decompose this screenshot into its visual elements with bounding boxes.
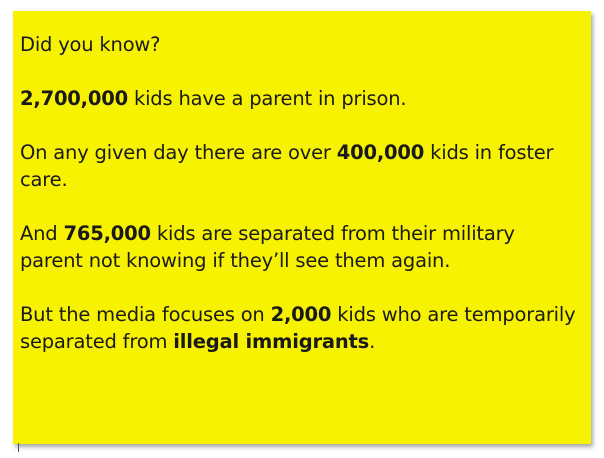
prison-text: kids have a parent in prison. xyxy=(128,87,407,110)
military-number: 765,000 xyxy=(63,222,151,245)
foster-post: kids in foster xyxy=(424,141,554,164)
heading: Did you know? xyxy=(20,33,161,56)
media-post: kids who are temporarily xyxy=(331,303,576,326)
fact-military-line1: And 765,000 kids are separated from thei… xyxy=(20,220,583,247)
fact-foster-line1: On any given day there are over 400,000 … xyxy=(20,139,583,166)
edge-tick xyxy=(18,443,19,452)
media-emphasis: illegal immigrants xyxy=(173,330,370,353)
fact-military-line2: parent not knowing if they’ll see them a… xyxy=(20,249,451,272)
media-number: 2,000 xyxy=(270,303,332,326)
fact-media-line2: separated from illegal immigrants. xyxy=(20,328,583,355)
meme-panel: Did you know? 2,700,000 kids have a pare… xyxy=(13,11,591,444)
spacer xyxy=(20,274,583,301)
military-pre: And xyxy=(20,222,64,245)
foster-pre: On any given day there are over xyxy=(20,141,337,164)
foster-number: 400,000 xyxy=(336,141,425,164)
fact-media-line1: But the media focuses on 2,000 kids who … xyxy=(20,301,583,328)
spacer xyxy=(20,193,583,220)
spacer xyxy=(20,112,583,139)
media-pre: But the media focuses on xyxy=(20,303,271,326)
fact-prison: 2,700,000 kids have a parent in prison. xyxy=(20,85,583,112)
prison-number: 2,700,000 xyxy=(20,87,128,110)
fact-foster-line2: care. xyxy=(20,168,68,191)
media-line2-post: . xyxy=(369,330,376,353)
spacer xyxy=(20,58,583,85)
media-line2-pre: separated from xyxy=(20,330,174,353)
military-post: kids are separated from their military xyxy=(150,222,515,245)
